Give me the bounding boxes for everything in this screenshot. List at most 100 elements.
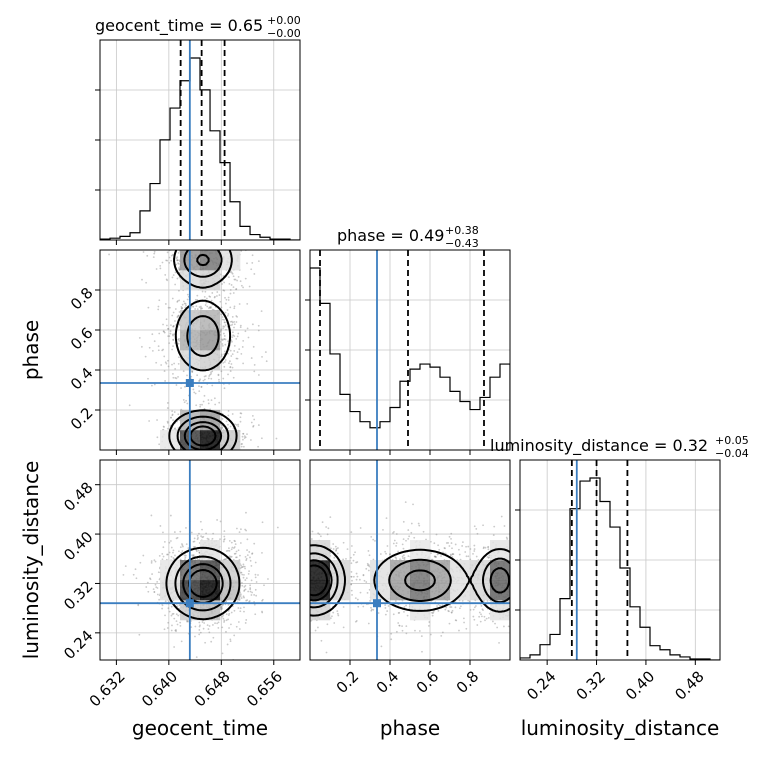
- sample-point: [154, 560, 157, 563]
- sample-point: [368, 554, 371, 557]
- sample-point: [482, 546, 485, 549]
- sample-point: [257, 260, 260, 263]
- contour-line: [310, 544, 510, 617]
- sample-point: [475, 555, 478, 558]
- sample-point: [145, 281, 148, 284]
- sample-point: [244, 555, 247, 558]
- sample-point: [159, 267, 162, 270]
- sample-point: [176, 315, 179, 318]
- contour-line: [165, 546, 241, 621]
- sample-point: [222, 540, 225, 543]
- sample-point: [229, 638, 232, 641]
- sample-point: [194, 635, 196, 638]
- sample-point: [177, 614, 180, 617]
- sample-point: [229, 324, 232, 327]
- sample-point: [177, 413, 180, 416]
- sample-point: [422, 530, 425, 533]
- sample-point: [194, 392, 197, 395]
- sample-point: [342, 541, 345, 544]
- sample-point: [220, 328, 223, 331]
- sample-point: [433, 555, 436, 558]
- sample-point: [226, 309, 229, 311]
- sample-point: [174, 283, 177, 286]
- sample-point: [410, 531, 413, 534]
- sample-point: [210, 640, 213, 643]
- sample-point: [173, 646, 176, 648]
- sample-point: [171, 348, 174, 351]
- sample-point: [242, 563, 245, 566]
- sample-point: [225, 613, 228, 616]
- sample-point: [203, 375, 206, 378]
- sample-point: [234, 540, 236, 543]
- sample-point: [175, 630, 177, 633]
- sample-point: [482, 547, 485, 550]
- sample-point: [174, 271, 177, 274]
- sample-point: [195, 305, 198, 308]
- sample-point: [179, 546, 182, 549]
- density-cell: [370, 580, 391, 601]
- sample-point: [221, 607, 224, 610]
- x-tick-label: 0.40: [622, 667, 658, 703]
- sample-point: [221, 345, 224, 347]
- sample-point: [439, 604, 441, 607]
- sample-point: [430, 552, 432, 555]
- sample-point: [167, 359, 169, 362]
- sample-point: [492, 620, 494, 623]
- sample-point: [223, 365, 226, 368]
- sample-point: [248, 285, 251, 288]
- density-cell: [470, 560, 491, 581]
- sample-point: [214, 403, 217, 406]
- sample-point: [450, 532, 453, 535]
- sample-point: [352, 553, 355, 556]
- x-tick-label: 0.6: [413, 667, 443, 697]
- sample-point: [223, 387, 226, 390]
- sample-point: [242, 438, 244, 441]
- sample-point: [170, 259, 173, 262]
- sample-point: [261, 598, 264, 601]
- sample-point: [199, 378, 202, 381]
- sample-point: [202, 379, 205, 382]
- sample-point: [392, 613, 395, 616]
- sample-point: [234, 552, 237, 555]
- sample-point: [170, 629, 173, 632]
- sample-point: [166, 421, 169, 424]
- sample-point: [401, 543, 404, 546]
- sample-point: [227, 296, 230, 299]
- sample-point: [172, 325, 175, 328]
- sample-point: [216, 295, 218, 297]
- sample-point: [261, 610, 263, 613]
- sample-point: [244, 588, 247, 591]
- sample-point: [464, 551, 467, 553]
- sample-point: [181, 307, 184, 309]
- sample-point: [207, 628, 210, 630]
- sample-point: [233, 350, 236, 352]
- sample-point: [414, 629, 416, 632]
- sample-point: [177, 338, 180, 341]
- sample-point: [449, 606, 452, 608]
- sample-point: [153, 591, 156, 593]
- sample-point: [221, 283, 224, 285]
- sample-point: [219, 520, 222, 523]
- sample-point: [204, 304, 207, 306]
- sample-point: [454, 606, 457, 609]
- title-geocent_time: geocent_time = 0.65: [95, 16, 263, 36]
- sample-point: [398, 611, 401, 614]
- sample-point: [242, 445, 245, 448]
- sample-point: [174, 367, 177, 370]
- contour-line: [310, 552, 510, 609]
- sample-point: [225, 630, 227, 633]
- sample-point: [358, 578, 361, 581]
- sample-point: [221, 343, 224, 345]
- sample-point: [437, 544, 440, 547]
- sample-point: [437, 609, 440, 612]
- y-tick-label: 0.40: [60, 528, 96, 564]
- sample-point: [220, 353, 223, 356]
- sample-point: [173, 617, 176, 620]
- x-tick-label: 0.632: [86, 667, 129, 710]
- sample-point: [164, 614, 166, 617]
- sample-point: [473, 606, 476, 609]
- sample-point: [162, 330, 165, 333]
- sample-point: [151, 384, 153, 387]
- sample-point: [178, 339, 181, 342]
